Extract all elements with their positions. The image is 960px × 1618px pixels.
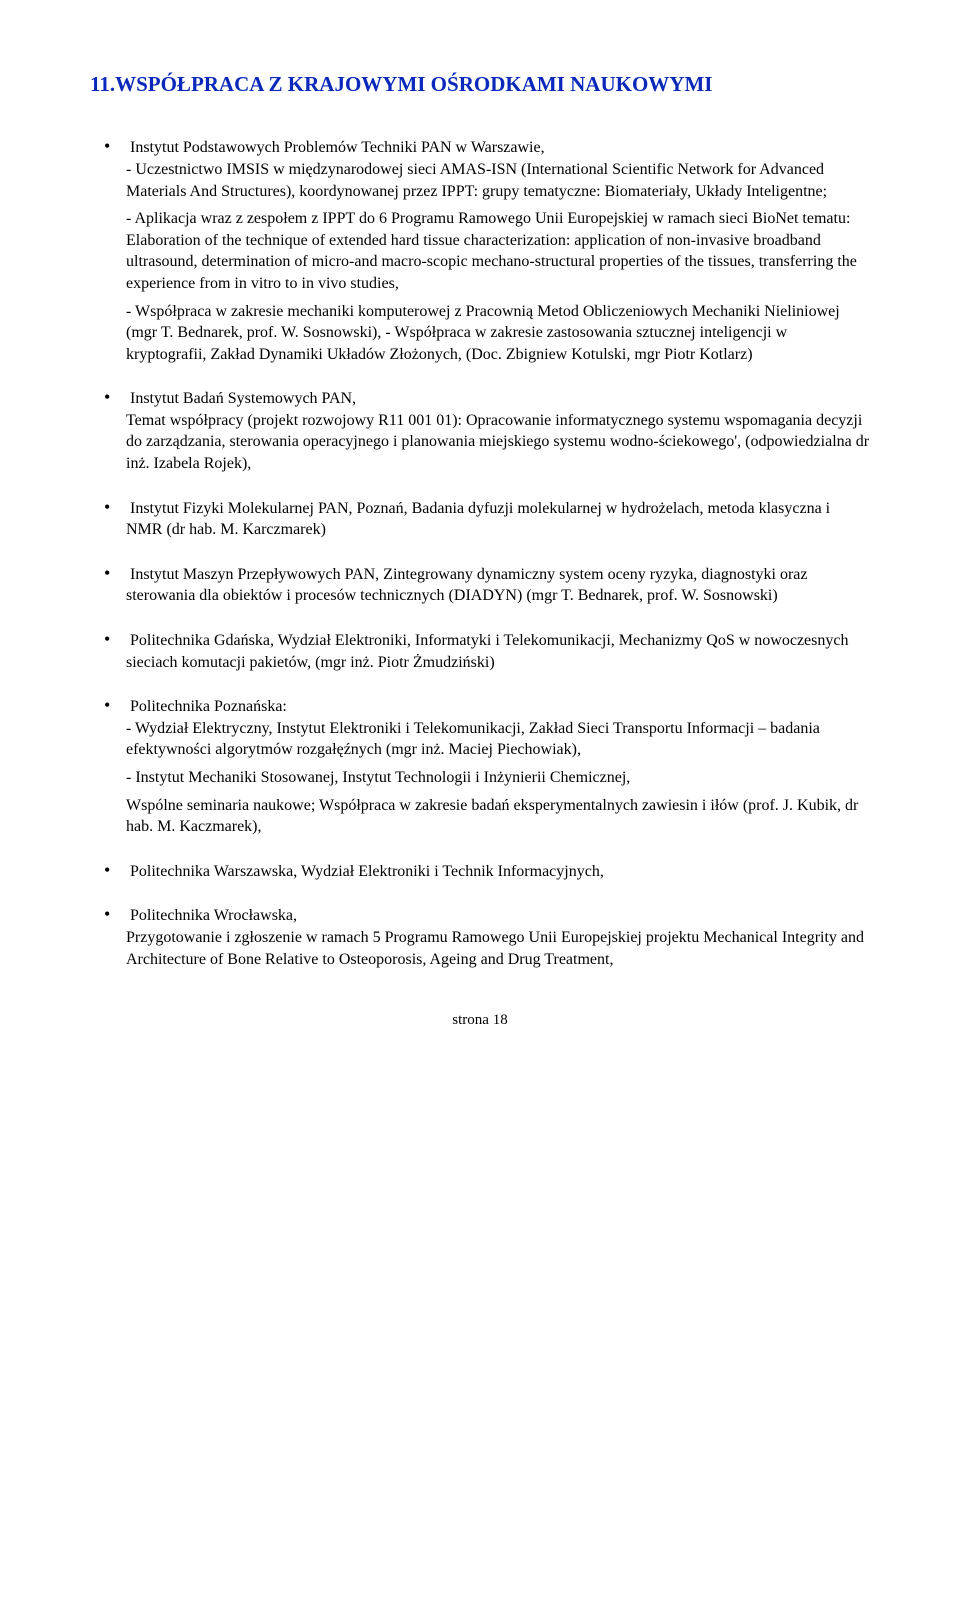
list-item: Instytut Badań Systemowych PAN, Temat ws… — [126, 385, 870, 474]
list-item-para: - Wydział Elektryczny, Instytut Elektron… — [126, 718, 870, 761]
collaboration-list: Instytut Podstawowych Problemów Techniki… — [90, 134, 870, 970]
list-item-lead: Politechnika Warszawska, Wydział Elektro… — [130, 863, 604, 880]
list-item-para: - Współpraca w zakresie mechaniki komput… — [126, 301, 870, 366]
list-item: Politechnika Wrocławska, Przygotowanie i… — [126, 902, 870, 970]
list-item-lead: Instytut Fizyki Molekularnej PAN, Poznań… — [126, 500, 830, 539]
list-item-lead: Politechnika Poznańska: — [130, 698, 287, 715]
list-item-lead: Politechnika Gdańska, Wydział Elektronik… — [126, 632, 848, 671]
list-item-para: - Instytut Mechaniki Stosowanej, Instytu… — [126, 767, 870, 789]
list-item-para: Temat współpracy (projekt rozwojowy R11 … — [126, 410, 870, 475]
list-item: Politechnika Gdańska, Wydział Elektronik… — [126, 627, 870, 673]
list-item: Instytut Podstawowych Problemów Techniki… — [126, 134, 870, 365]
list-item-lead: Instytut Podstawowych Problemów Techniki… — [130, 139, 545, 156]
list-item-para: - Uczestnictwo IMSIS w międzynarodowej s… — [126, 159, 870, 202]
list-item: Politechnika Warszawska, Wydział Elektro… — [126, 858, 870, 883]
page-title: 11.WSPÓŁPRACA Z KRAJOWYMI OŚRODKAMI NAUK… — [90, 70, 870, 98]
list-item-para: - Aplikacja wraz z zespołem z IPPT do 6 … — [126, 208, 870, 294]
list-item: Instytut Fizyki Molekularnej PAN, Poznań… — [126, 495, 870, 541]
list-item: Instytut Maszyn Przepływowych PAN, Zinte… — [126, 561, 870, 607]
list-item: Politechnika Poznańska: - Wydział Elektr… — [126, 693, 870, 838]
list-item-lead: Instytut Badań Systemowych PAN, — [130, 390, 356, 407]
page-footer: strona 18 — [90, 1010, 870, 1030]
list-item-para: Wspólne seminaria naukowe; Współpraca w … — [126, 795, 870, 838]
list-item-para: Przygotowanie i zgłoszenie w ramach 5 Pr… — [126, 927, 870, 970]
list-item-lead: Instytut Maszyn Przepływowych PAN, Zinte… — [126, 566, 808, 605]
list-item-lead: Politechnika Wrocławska, — [130, 907, 297, 924]
